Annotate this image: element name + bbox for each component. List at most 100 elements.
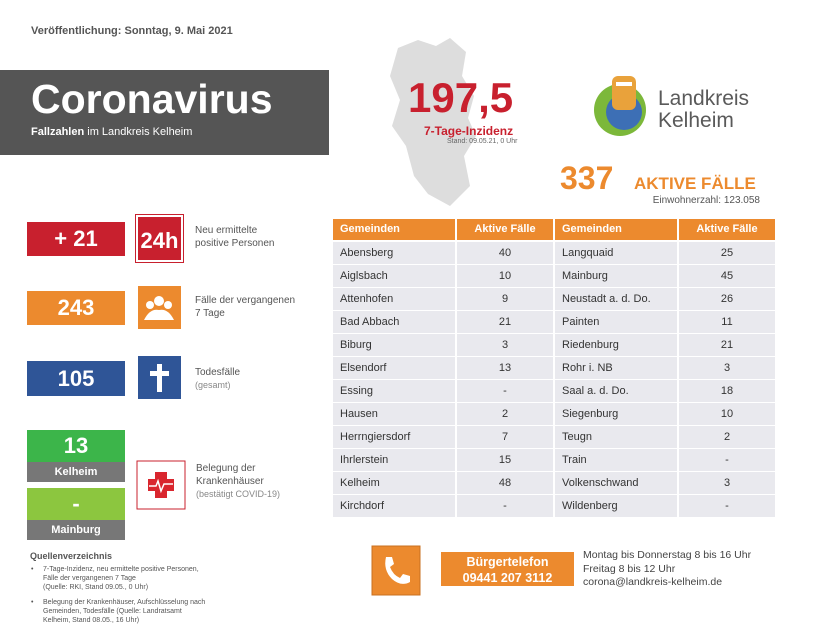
table-cell: Train <box>555 449 677 471</box>
sources-title: Quellenverzeichnis <box>30 551 113 561</box>
source-line: (Quelle: RKI, Stand 09.05., 0 Uhr) <box>43 584 149 591</box>
table-cell: Biburg <box>333 334 455 356</box>
label-line: (bestätigt COVID-19) <box>196 489 281 499</box>
red-cross <box>148 472 174 498</box>
logo-line <box>616 82 632 86</box>
table-cell: 21 <box>457 311 553 333</box>
table-cell: Ihrlerstein <box>333 449 455 471</box>
hospital-kelheim: 13 <box>27 430 125 462</box>
table-cell: Teugn <box>555 426 677 448</box>
active-label: AKTIVE FÄLLE <box>634 174 756 193</box>
source-line: Kelheim, Stand 08.05., 16 Uhr) <box>43 617 140 624</box>
hotline-info: Montag bis Donnerstag 8 bis 16 Uhr Freita… <box>583 549 751 590</box>
hotline-number: 09441 207 3112 <box>462 571 553 585</box>
incidence-label: 7-Tage-Inzidenz <box>424 124 514 138</box>
new-cases: + 21 <box>27 222 125 256</box>
bullet: • <box>31 566 34 573</box>
table-cell: 40 <box>457 242 553 264</box>
published: Veröffentlichung: Sonntag, 9. Mai 2021 <box>31 25 233 37</box>
table-cell: 15 <box>457 449 553 471</box>
icon-head <box>146 301 154 309</box>
label-line: 7 Tage <box>195 308 225 319</box>
table-cell: Hausen <box>333 403 455 425</box>
week-cases-label: Fälle der vergangenen 7 Tage <box>195 294 295 320</box>
table-cell: Essing <box>333 380 455 402</box>
source-line: Belegung der Krankenhäuser, Aufschlüssel… <box>43 599 206 606</box>
table-cell: 25 <box>679 242 775 264</box>
icon-phone <box>371 545 421 596</box>
source-line: Gemeinden, Todesfälle (Quelle: Landratsa… <box>43 608 182 615</box>
label-line: positive Personen <box>195 238 275 249</box>
icon-cross <box>136 354 183 401</box>
table-cell: Riedenburg <box>555 334 677 356</box>
table-cell: 26 <box>679 288 775 310</box>
kelheim-label: Kelheim <box>27 462 125 482</box>
hospital-mainburg: - <box>27 488 125 520</box>
table-cell: - <box>679 449 775 471</box>
table-cell: 7 <box>457 426 553 448</box>
icon-head <box>164 301 172 309</box>
header-cell: Aktive Fälle <box>679 219 775 240</box>
table-cell: Abensberg <box>333 242 455 264</box>
deaths: 105 <box>27 361 125 396</box>
label-line: Neu ermittelte <box>195 225 258 236</box>
logo-text: Landkreis Kelheim <box>658 88 749 132</box>
label-line: Todesfälle <box>195 367 241 378</box>
hotline-line: corona@landkreis-kelheim.de <box>583 576 723 588</box>
cross-h <box>150 371 169 376</box>
table-cell: 11 <box>679 311 775 333</box>
table-cell: Bad Abbach <box>333 311 455 333</box>
week-cases: 243 <box>27 291 125 325</box>
header-cell: Gemeinden <box>333 219 455 240</box>
table-cell: Painten <box>555 311 677 333</box>
table-cell: - <box>457 380 553 402</box>
icon-bg <box>136 284 183 331</box>
label-line: Fälle der vergangenen <box>195 295 296 306</box>
table-cell: Saal a. d. Do. <box>555 380 677 402</box>
header-cell: Aktive Fälle <box>457 219 553 240</box>
icon-people <box>136 284 183 331</box>
icon-24h: 24h <box>135 214 184 263</box>
table-cell: - <box>679 495 775 517</box>
table-cell: Wildenberg <box>555 495 677 517</box>
active-value: 337 <box>560 160 614 196</box>
label-line: (gesamt) <box>195 380 231 390</box>
hotline-line: Freitag 8 bis 12 Uhr <box>583 562 676 575</box>
logo-tower <box>612 76 636 110</box>
title-box <box>0 70 329 155</box>
icon-body <box>144 309 174 320</box>
bullet: • <box>31 599 34 606</box>
title: Coronavirus <box>31 76 273 122</box>
table-cell: 45 <box>679 265 775 287</box>
source-line: 7-Tage-Inzidenz, neu ermittelte positive… <box>43 566 199 573</box>
icon-hospital <box>136 460 186 510</box>
logo-line1: Landkreis <box>658 87 750 110</box>
icon-bg <box>371 545 421 596</box>
map-shape <box>390 38 476 206</box>
deaths-label: Todesfälle (gesamt) <box>195 366 240 392</box>
table-cell: Kirchdorf <box>333 495 455 517</box>
table-cell: Volkenschwand <box>555 472 677 494</box>
table-cell: Neustadt a. d. Do. <box>555 288 677 310</box>
cross-v <box>157 364 162 392</box>
subtitle: Fallzahlen im Landkreis Kelheim <box>31 126 192 138</box>
table-cell: Aiglsbach <box>333 265 455 287</box>
logo-emblem <box>594 76 646 136</box>
table-cell: Siegenburg <box>555 403 677 425</box>
table-cell: 3 <box>457 334 553 356</box>
table-cell: Mainburg <box>555 265 677 287</box>
hotline-line: Montag bis Donnerstag 8 bis 16 Uhr <box>583 549 752 561</box>
table-cell: 48 <box>457 472 553 494</box>
subtitle-bold: Fallzahlen <box>31 126 85 138</box>
table-cell: Rohr i. NB <box>555 357 677 379</box>
label-line: Belegung der <box>196 463 256 474</box>
table-cell: 18 <box>679 380 775 402</box>
phone <box>385 557 410 584</box>
hospital-label: Belegung der Krankenhäuser (bestätigt COVI… <box>196 462 280 501</box>
table-cell: - <box>457 495 553 517</box>
table-cell: Elsendorf <box>333 357 455 379</box>
table-cell: 3 <box>679 357 775 379</box>
table-cell: Langquaid <box>555 242 677 264</box>
table-cell: Herrngiersdorf <box>333 426 455 448</box>
